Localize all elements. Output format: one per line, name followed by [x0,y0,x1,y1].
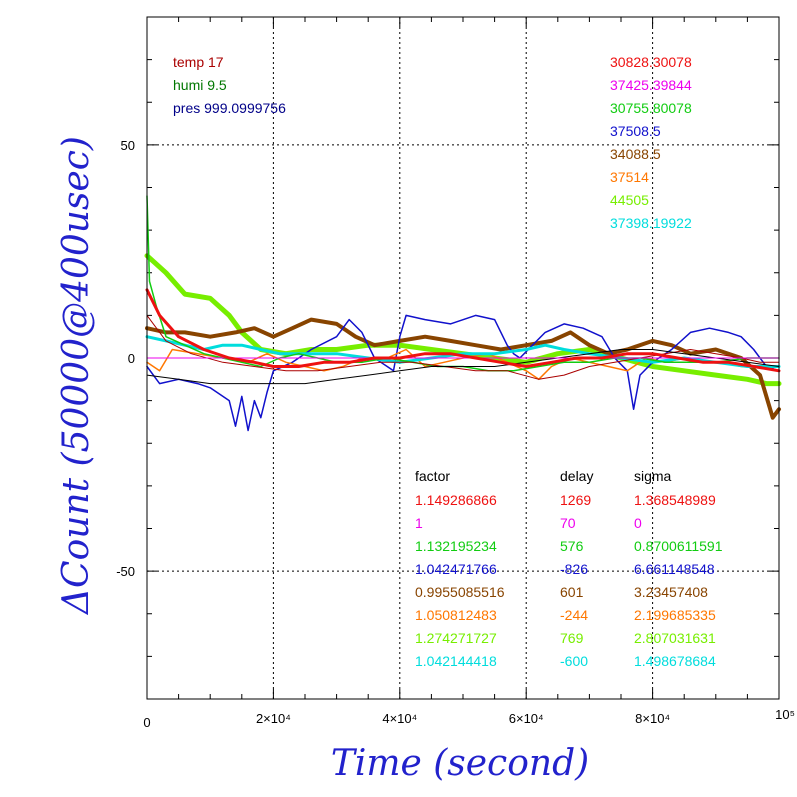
stats-header: sigma [634,468,672,484]
env-label: temp 17 [173,54,224,70]
series-line [146,314,780,380]
stats-delay-value: 769 [560,630,584,646]
y-tick-label: -50 [116,564,135,579]
stats-factor-value: 1.042144418 [415,653,497,669]
stats-delay-value: -244 [560,607,588,623]
series-line [145,317,781,420]
x-tick-label: 8×10⁴ [635,711,670,726]
legend-entry: 37508.5 [610,123,661,139]
y-tick-label: 50 [121,138,135,153]
legend-entry: 30755.80078 [610,100,692,116]
stats-sigma-value: 1.368548989 [634,492,716,508]
x-axis-title: Time (second) [331,743,589,784]
series-line [146,349,780,385]
env-label: humi 9.5 [173,77,227,93]
stats-sigma-value: 0 [634,515,642,531]
stats-sigma-value: 2.807031631 [634,630,716,646]
legend: 30828.30078 37425.39844 30755.80078 37508.5… [610,54,692,231]
series-line [145,288,781,373]
x-tick-label: 4×10⁴ [382,711,417,726]
x-tick-labels: 0 2×10⁴ 4×10⁴ 6×10⁴ 8×10⁴ 10⁵ [143,707,795,730]
stats-delay-value: -826 [560,561,588,577]
y-tick-labels: 50 0 -50 [116,138,135,579]
legend-entry: 37514 [610,169,649,185]
x-tick-label: 6×10⁴ [509,711,544,726]
series-line [146,195,780,372]
stats-factor-value: 1.149286866 [415,492,497,508]
series-group [144,195,782,432]
stats-sigma-value: 0.8700611591 [634,538,723,554]
stats-sigma-value: 3.23457408 [634,584,708,600]
legend-entry: 30828.30078 [610,54,692,70]
stats-sigma-value: 2.199685335 [634,607,716,623]
stats-header: factor [415,468,450,484]
stats-factor-value: 1 [415,515,423,531]
stats-factor-value: 0.9955085516 [415,584,505,600]
series-line [144,253,782,387]
x-tick-label: 2×10⁴ [256,711,291,726]
plot-frame [146,16,780,700]
stats-delay-value: 1269 [560,492,591,508]
stats-sigma-value: 6.661148548 [634,561,715,577]
stats-delay-value: 70 [560,515,576,531]
stats-sigma-value: 1.498678684 [634,653,716,669]
stats-delay-value: 576 [560,538,584,554]
stats-delay-value: 601 [560,584,584,600]
y-axis-title: ΔCount (50000@400usec) [56,136,97,616]
stats-factor-value: 1.042471766 [415,561,497,577]
legend-entry: 37398.19922 [610,215,692,231]
stats-factor-value: 1.132195234 [415,538,497,554]
y-tick-label: 0 [128,351,135,366]
x-tick-label: 0 [143,715,150,730]
stats-header: delay [560,468,593,484]
legend-entry: 37425.39844 [610,77,692,93]
stats-factor-value: 1.274271727 [415,630,497,646]
stats-table: factor delay sigma 1.149286866 1269 1.3685489… [415,468,723,669]
stats-delay-value: -600 [560,653,588,669]
legend-entry: 34088.5 [610,146,661,162]
legend-entry: 44505 [610,192,649,208]
environment-readout: temp 17 humi 9.5 pres 999.0999756 [173,54,286,116]
env-label: pres 999.0999756 [173,100,286,116]
stats-factor-value: 1.050812483 [415,607,497,623]
x-tick-label: 10⁵ [775,707,795,722]
